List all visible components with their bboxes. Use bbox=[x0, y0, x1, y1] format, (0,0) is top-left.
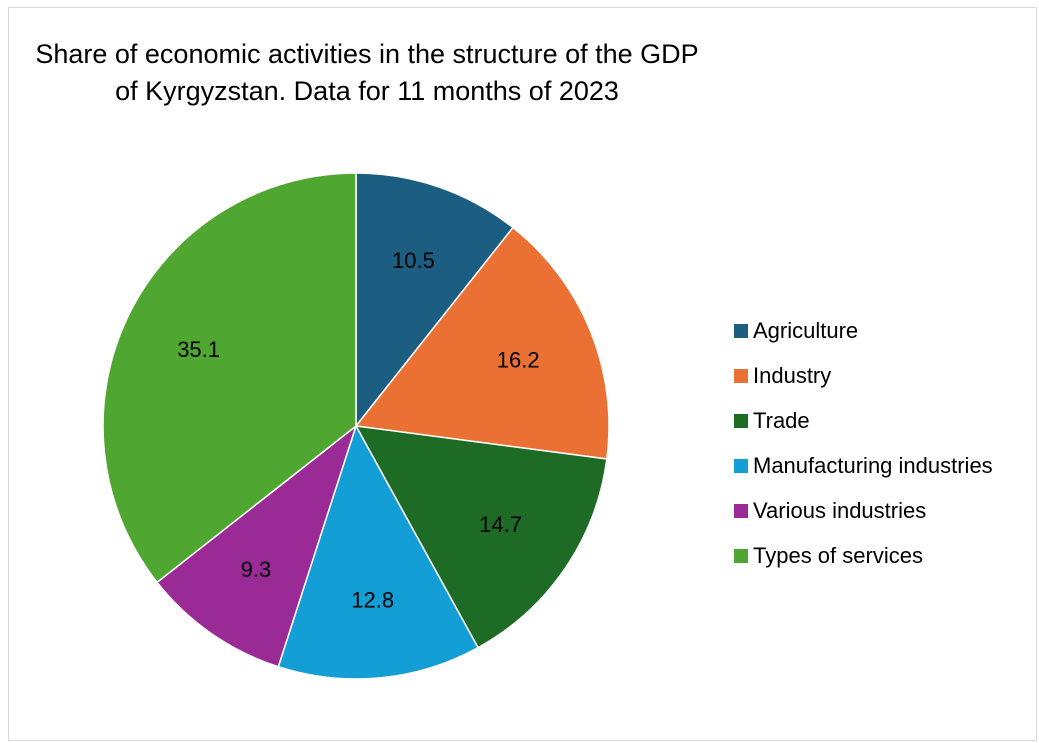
legend-swatch bbox=[734, 458, 748, 473]
legend-label: Various industries bbox=[753, 497, 927, 523]
legend-label: Manufacturing industries bbox=[753, 452, 993, 478]
legend-label: Trade bbox=[753, 407, 810, 433]
legend-swatch bbox=[734, 503, 748, 518]
legend-swatch bbox=[734, 413, 748, 428]
data-label-types-of-services: 35.1 bbox=[177, 337, 220, 362]
legend-swatch bbox=[734, 368, 748, 383]
legend-swatch bbox=[734, 548, 748, 563]
legend-item-manufacturing-industries: Manufacturing industries bbox=[734, 443, 993, 488]
pie-slice-various-industries bbox=[155, 423, 358, 668]
legend-item-industry: Industry bbox=[734, 353, 993, 398]
pie-slice-manufacturing-industries bbox=[277, 424, 480, 680]
chart-title-line-1: Share of economic activities in the stru… bbox=[35, 39, 699, 69]
legend-label: Industry bbox=[753, 362, 832, 388]
legend-item-types-of-services: Types of services bbox=[734, 533, 993, 578]
chart-title-line-2: of Kyrgyzstan. Data for 11 months of 202… bbox=[115, 76, 619, 106]
chart-legend: Agriculture Industry Trade Manufacturing in… bbox=[734, 308, 993, 578]
legend-label: Agriculture bbox=[753, 317, 859, 343]
data-label-manufacturing-industries: 12.8 bbox=[351, 588, 394, 613]
legend-item-agriculture: Agriculture bbox=[734, 308, 993, 353]
chart-area: Share of economic activities in the stru… bbox=[8, 7, 1037, 741]
pie-slice-industry bbox=[354, 226, 610, 460]
data-label-trade: 14.7 bbox=[479, 512, 522, 537]
pie-slice-agriculture bbox=[355, 172, 514, 429]
legend-item-trade: Trade bbox=[734, 398, 993, 443]
data-label-industry: 16.2 bbox=[497, 348, 540, 373]
data-label-various-industries: 9.3 bbox=[241, 557, 272, 582]
legend-item-various-industries: Various industries bbox=[734, 488, 993, 533]
data-label-agriculture: 10.5 bbox=[392, 248, 435, 273]
pie-slice-trade bbox=[354, 425, 608, 649]
chart-title: Share of economic activities in the stru… bbox=[9, 36, 725, 110]
pie-chart: 10.5 16.2 14.7 12.8 9.3 35.1 bbox=[102, 172, 610, 680]
pie-slice-types-of-services bbox=[102, 172, 357, 584]
legend-label: Types of services bbox=[753, 542, 923, 568]
legend-swatch bbox=[734, 323, 748, 338]
